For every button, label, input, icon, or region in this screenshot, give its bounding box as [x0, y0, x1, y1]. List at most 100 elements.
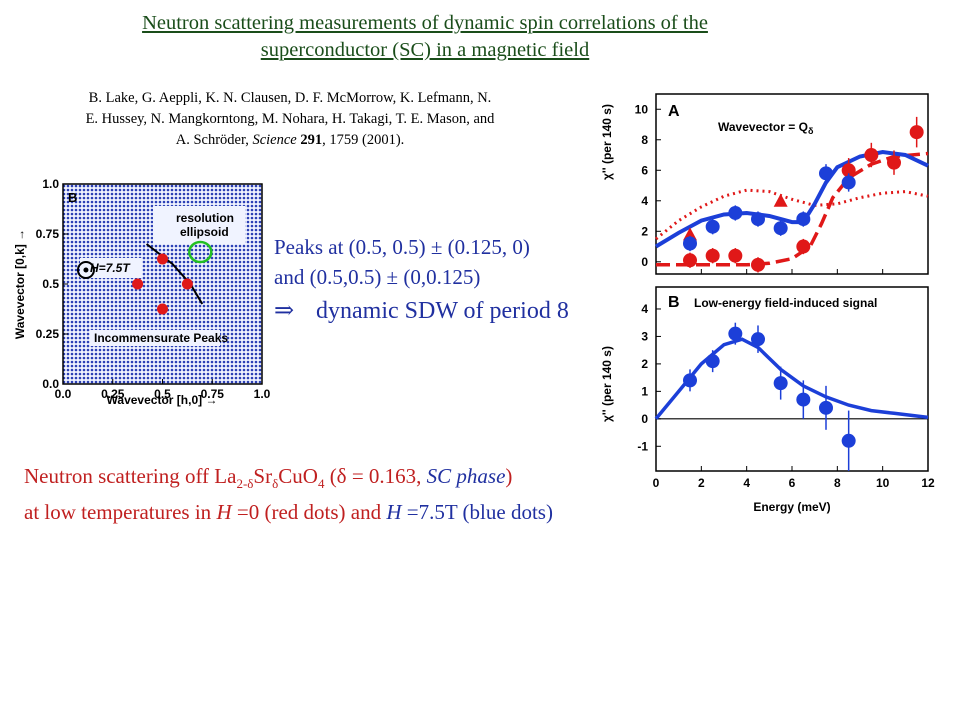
bottom-description: Neutron scattering off La2-δSrδCuO4 (δ =…: [24, 462, 664, 527]
chart-b-xlabel: Energy (meV): [753, 500, 830, 514]
delta-value: (δ = 0.163,: [324, 464, 427, 488]
bottom-line-1: Neutron scattering off La2-δSrδCuO4 (δ =…: [24, 462, 664, 498]
a-blue-point: [751, 212, 765, 227]
map-red-peak: [132, 278, 144, 290]
chart-panel-b: B Low-energy field-induced signal -10123…: [637, 286, 935, 514]
a-red-point: [841, 163, 856, 178]
a-red-point: [728, 248, 743, 263]
b-ytick-label: 4: [641, 302, 648, 316]
title-line-2: superconductor (SC) in a magnetic field: [260, 39, 590, 61]
map-ylabel: Wavevector [0,k] →: [13, 229, 27, 339]
incommensurate-label-box: [90, 330, 220, 346]
a-blue-point: [819, 166, 833, 181]
b-ytick-label: 2: [641, 357, 648, 371]
map-panel-label: B: [68, 190, 77, 205]
a-red-point: [796, 239, 811, 254]
chart-b-panel-label: B: [668, 294, 680, 311]
a-red-point: [864, 148, 879, 163]
b-point: [705, 354, 720, 369]
b-xtick-label: 12: [921, 476, 935, 490]
title-line-1: Neutron scattering measurements of dynam…: [142, 12, 708, 34]
slide-title: Neutron scattering measurements of dynam…: [40, 10, 810, 64]
citation-volume: 291: [300, 132, 323, 148]
map-ytick-label: 1.0: [42, 177, 59, 191]
map-xtick-label: 0.25: [101, 387, 125, 401]
zero-field-text: =0 (red dots) and: [231, 500, 387, 525]
map-red-peak: [181, 278, 193, 290]
chart-a-frame: [655, 93, 929, 275]
map-xtick-label: 0.5: [154, 387, 171, 401]
b-xtick-label: 4: [743, 476, 750, 490]
sub-delta: δ: [272, 476, 279, 492]
a-ytick-label: 2: [641, 224, 648, 238]
citation-line-3: A. Schröder, Science 291, 1759 (2001).: [18, 130, 562, 151]
b-point: [728, 326, 743, 341]
b-ytick-label: 1: [641, 384, 648, 398]
map-xlabel: Wavevector [h,0] →: [107, 393, 218, 407]
resolution-label-box: [153, 206, 245, 244]
chart-b-title: Low-energy field-induced signal: [694, 296, 877, 310]
b-xtick-label: 10: [876, 476, 890, 490]
citation: B. Lake, G. Aeppli, K. N. Clausen, D. F.…: [18, 88, 562, 151]
map-red-peak: [157, 253, 168, 265]
citation-authors-end: A. Schröder,: [175, 132, 253, 148]
sub-2-delta: 2-δ: [236, 476, 254, 492]
implies-arrow: ⇒: [274, 298, 295, 324]
peaks-line-3: ⇒ dynamic SDW of period 8: [274, 296, 569, 326]
a-ytick-label: 10: [635, 102, 649, 116]
close-paren: ): [505, 464, 513, 488]
a-red-triangle: [773, 193, 788, 207]
citation-pages: , 1759 (2001).: [322, 132, 405, 148]
b-ytick-label: -1: [637, 439, 648, 453]
chart-a-title: Wavevector = Qδ: [718, 120, 814, 136]
map-ytick-label: 0.0: [42, 377, 59, 391]
element-cuo: CuO: [278, 464, 318, 488]
bottom-line-2: at low temperatures in H =0 (red dots) a…: [24, 498, 664, 527]
a-ytick-label: 4: [641, 194, 648, 208]
a-red-point: [887, 155, 901, 170]
citation-line-2: E. Hussey, N. Mangkorntong, M. Nohara, H…: [85, 111, 495, 127]
h-field-label: H=7.5T: [90, 261, 131, 275]
citation-line-1: B. Lake, G. Aeppli, K. N. Clausen, D. F.…: [88, 90, 492, 106]
a-ytick-label: 8: [641, 133, 648, 147]
resolution-label-1: resolution: [176, 211, 234, 225]
peaks-line-1: Peaks at (0.5, 0.5) ± (0.125, 0): [274, 235, 530, 259]
a-blue-point: [728, 205, 743, 220]
map-xtick-label: 0.0: [55, 387, 72, 401]
a-red-point: [683, 253, 697, 268]
map-black-dot: [83, 267, 89, 273]
a-red-dotted-curve: [655, 188, 929, 241]
a-blue-point: [796, 212, 811, 227]
reciprocal-space-map: B resolution ellipsoid H=7.5T Incommensu…: [13, 177, 271, 407]
a-red-point: [909, 125, 924, 140]
chart-a-ylabel: χ'' (per 140 s): [600, 104, 614, 180]
b-xtick-label: 6: [789, 476, 796, 490]
b-point: [841, 433, 856, 448]
incommensurate-label: Incommensurate Peaks: [94, 331, 228, 345]
a-ytick-label: 0: [641, 255, 648, 269]
sdw-text: dynamic SDW of period 8: [316, 298, 569, 324]
map-ytick-label: 0.75: [36, 227, 60, 241]
b-point: [819, 400, 833, 415]
sub-4: 4: [317, 476, 325, 492]
a-red-triangle: [683, 227, 697, 241]
a-ytick-label: 6: [641, 163, 648, 177]
map-xtick-label: 1.0: [254, 387, 271, 401]
a-red-point: [705, 248, 720, 263]
a-blue-point: [773, 221, 788, 236]
chart-a-panel-label: A: [668, 103, 680, 120]
resolution-label-2: ellipsoid: [180, 225, 229, 239]
b-ytick-label: 3: [641, 329, 648, 343]
h-label-box: [80, 258, 142, 278]
map-resolution-ellipse: [188, 240, 213, 264]
b-xtick-label: 2: [698, 476, 705, 490]
a-red-point: [751, 257, 765, 272]
peaks-text: Peaks at (0.5, 0.5) ± (0.125, 0) and (0.…: [274, 232, 569, 326]
bottom-line1-pre: Neutron scattering off La: [24, 464, 237, 488]
citation-journal: Science: [252, 132, 297, 148]
b-point: [773, 376, 788, 391]
chart-b-ylabel: χ'' (per 140 s): [600, 346, 614, 422]
b-point: [683, 373, 697, 388]
chart-panel-a: A Wavevector = Qδ 0 2 4 6 8 10: [635, 93, 929, 275]
sc-phase: SC phase: [426, 464, 506, 488]
